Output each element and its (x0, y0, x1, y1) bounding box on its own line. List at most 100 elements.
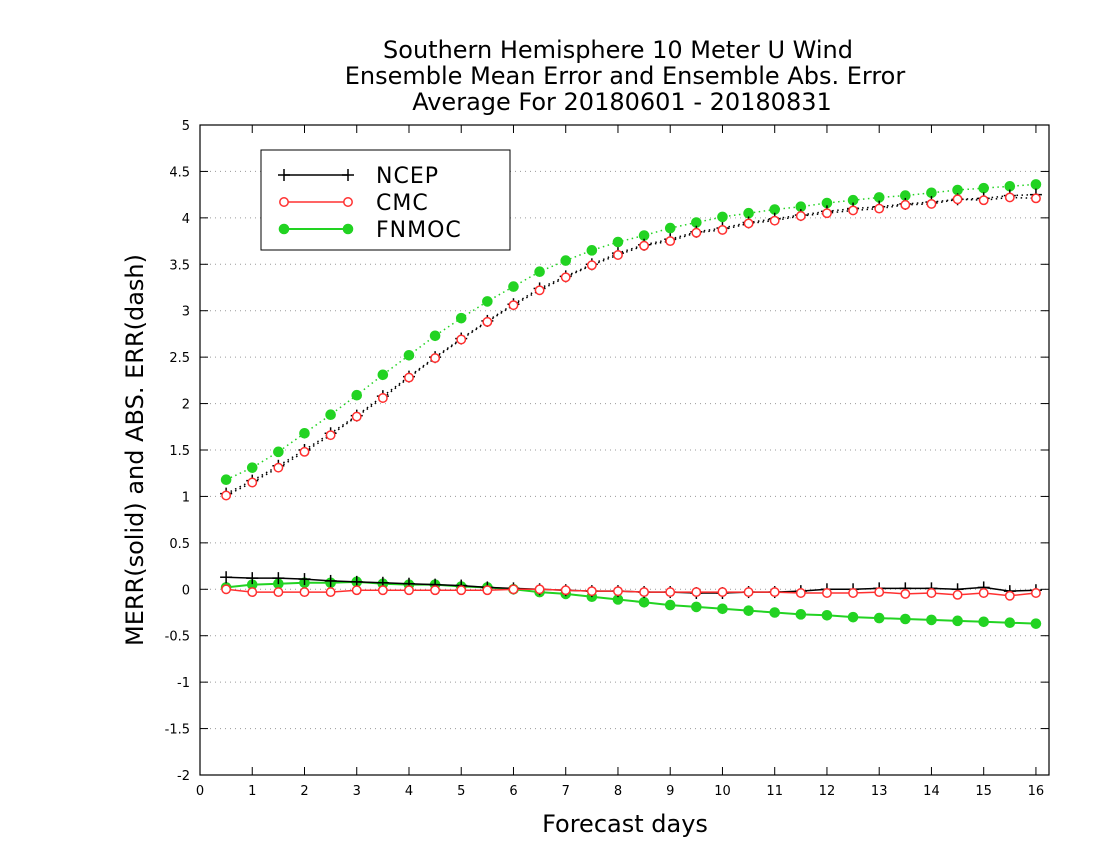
x-tick-label: 8 (614, 784, 622, 799)
abs-err-point-cmc (848, 205, 859, 216)
legend-marker (342, 169, 354, 181)
merr-point-cmc (221, 584, 232, 595)
merr-line-cmc (226, 588, 1037, 597)
merr-point-cmc (456, 585, 467, 596)
merr-point-cmc (325, 587, 336, 598)
abs-err-line-cmc (225, 196, 1036, 497)
abs-err-point-fnmoc (403, 349, 415, 361)
abs-err-point-cmc (482, 316, 493, 327)
x-tick-label: 13 (871, 784, 888, 799)
merr-point-ncep (272, 572, 285, 585)
merr-point-fnmoc (717, 603, 728, 615)
abs-err-point-fnmoc (717, 211, 728, 223)
abs-err-point-cmc (978, 195, 989, 206)
x-tick-label: 1 (248, 784, 256, 799)
x-tick-label: 9 (666, 784, 674, 799)
legend-item-fnmoc: FNMOC (278, 218, 461, 243)
merr-point-fnmoc (1004, 617, 1016, 629)
legend-label: NCEP (376, 164, 439, 189)
abs-err-point-cmc (822, 208, 832, 219)
abs-err-point-cmc (639, 240, 650, 251)
merr-point-fnmoc (743, 605, 754, 616)
abs-err-point-fnmoc (978, 182, 989, 194)
merr-point-fnmoc (952, 615, 963, 627)
x-tick-label: 2 (300, 784, 308, 799)
abs-err-point-cmc (273, 462, 284, 473)
x-tick-label: 7 (562, 784, 570, 799)
merr-point-fnmoc (926, 614, 937, 626)
y-tick-label: 2 (182, 398, 190, 413)
y-tick-label: -1 (177, 676, 190, 691)
merr-point-cmc (952, 589, 963, 600)
x-tick-label: 14 (923, 784, 940, 799)
plot-frame (199, 124, 1050, 776)
legend-marker (342, 223, 354, 235)
abs-err-point-cmc (900, 199, 911, 210)
y-tick-label: 4 (182, 212, 190, 227)
abs-err-point-fnmoc (299, 427, 310, 439)
y-tick-label: 4.5 (169, 165, 190, 180)
abs-err-point-cmc (404, 372, 414, 383)
abs-err-point-fnmoc (377, 369, 389, 381)
x-tick-label: 0 (196, 784, 204, 799)
legend-item-cmc: CMC (279, 191, 429, 216)
abs-err-point-cmc (377, 393, 388, 403)
abs-err-point-fnmoc (220, 474, 232, 486)
legend-box (260, 149, 511, 251)
merr-point-cmc (299, 587, 310, 598)
legend-marker (279, 197, 289, 207)
chart-title-line-1: Southern Hemisphere 10 Meter U Wind (383, 36, 853, 64)
merr-point-cmc (1030, 588, 1041, 598)
abs-err-point-cmc (769, 215, 780, 226)
abs-err-point-cmc (952, 194, 963, 205)
x-tick-label: 4 (405, 784, 413, 799)
abs-err-point-fnmoc (612, 236, 624, 248)
merr-point-fnmoc (873, 612, 885, 624)
abs-err-point-cmc (430, 353, 441, 364)
legend-marker (343, 197, 353, 207)
abs-err-point-cmc (299, 446, 310, 457)
legend-marker (278, 223, 290, 235)
x-tick-label: 12 (819, 784, 836, 799)
merr-point-cmc (247, 587, 258, 598)
abs-err-point-fnmoc (508, 281, 519, 292)
abs-err-point-cmc (247, 477, 258, 488)
abs-err-point-fnmoc (482, 296, 493, 307)
merr-point-cmc (586, 586, 597, 597)
merr-point-cmc (848, 588, 859, 598)
legend-item-ncep: NCEP (278, 164, 439, 189)
abs-err-point-fnmoc (534, 266, 545, 278)
y-tick-label: 1.5 (169, 444, 190, 459)
merr-point-ncep (298, 573, 311, 586)
abs-err-point-fnmoc (273, 446, 284, 458)
abs-err-point-fnmoc (560, 255, 572, 266)
abs-err-point-fnmoc (455, 312, 467, 324)
y-tick-label: 1 (182, 490, 190, 505)
x-tick-label: 16 (1028, 784, 1045, 799)
abs-err-point-cmc (351, 411, 362, 422)
y-tick-label: -0.5 (165, 630, 190, 645)
merr-point-cmc (900, 588, 911, 599)
abs-err-point-cmc (874, 203, 885, 214)
merr-point-cmc (430, 585, 441, 596)
x-axis-label: Forecast days (542, 810, 708, 838)
y-tick-label: 0 (182, 583, 190, 598)
y-tick-label: 2.5 (169, 351, 190, 366)
merr-point-ncep (220, 571, 233, 584)
y-tick-label: 0.5 (169, 537, 190, 552)
legend-label: CMC (376, 191, 429, 216)
merr-point-cmc (613, 586, 623, 597)
abs-err-point-cmc (717, 224, 728, 235)
merr-point-cmc (743, 587, 754, 598)
merr-point-cmc (665, 587, 676, 598)
abs-err-point-fnmoc (351, 389, 363, 401)
x-tick-label: 10 (714, 784, 731, 799)
abs-err-point-fnmoc (246, 462, 258, 473)
merr-point-fnmoc (638, 596, 650, 608)
merr-point-cmc (377, 585, 388, 596)
merr-point-cmc (273, 587, 284, 598)
abs-err-point-fnmoc (1030, 179, 1042, 190)
merr-point-cmc (508, 584, 519, 595)
